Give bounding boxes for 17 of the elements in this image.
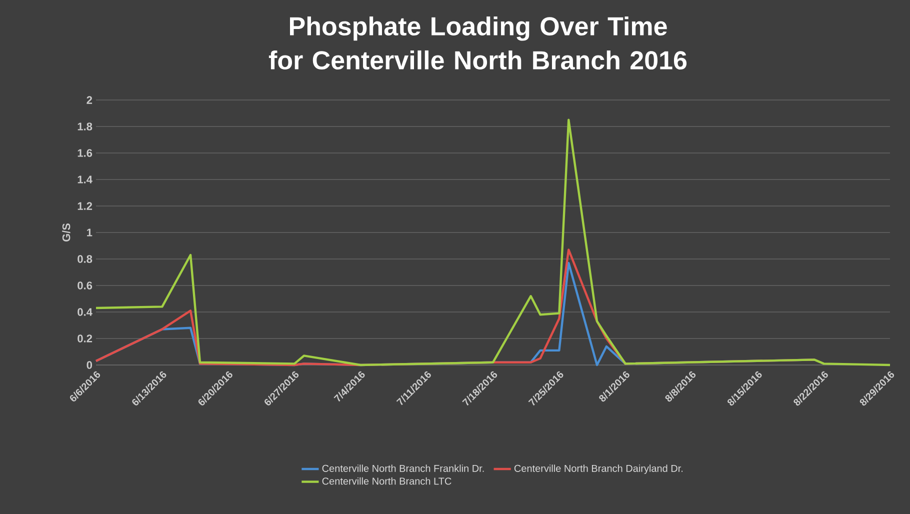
legend-label: Centerville North Branch Franklin Dr.	[322, 464, 484, 472]
y-tick-label: 1.6	[78, 149, 92, 157]
y-tick-label: 0.8	[78, 255, 92, 263]
line-series	[94, 118, 892, 366]
y-tick-label: 1	[87, 228, 92, 236]
y-tick-label: 0.4	[78, 308, 92, 316]
y-tick-label: 1.8	[78, 122, 92, 130]
y-axis-title: G/S	[62, 223, 70, 242]
legend-label: Centerville North Branch LTC	[322, 477, 452, 485]
y-tick-label: 1.4	[78, 176, 92, 184]
y-tick-label: 1.2	[78, 202, 92, 210]
legend-label: Centerville North Branch Dairyland Dr.	[514, 464, 683, 474]
y-tick-label: 0	[86, 361, 92, 369]
y-tick-label: 2	[86, 96, 92, 104]
chart-title: Phosphate Loading Over Time for Centerville North Branch 2016	[268, 16, 687, 70]
y-tick-label: 0.2	[78, 334, 92, 342]
y-tick-label: 0.6	[78, 282, 92, 290]
